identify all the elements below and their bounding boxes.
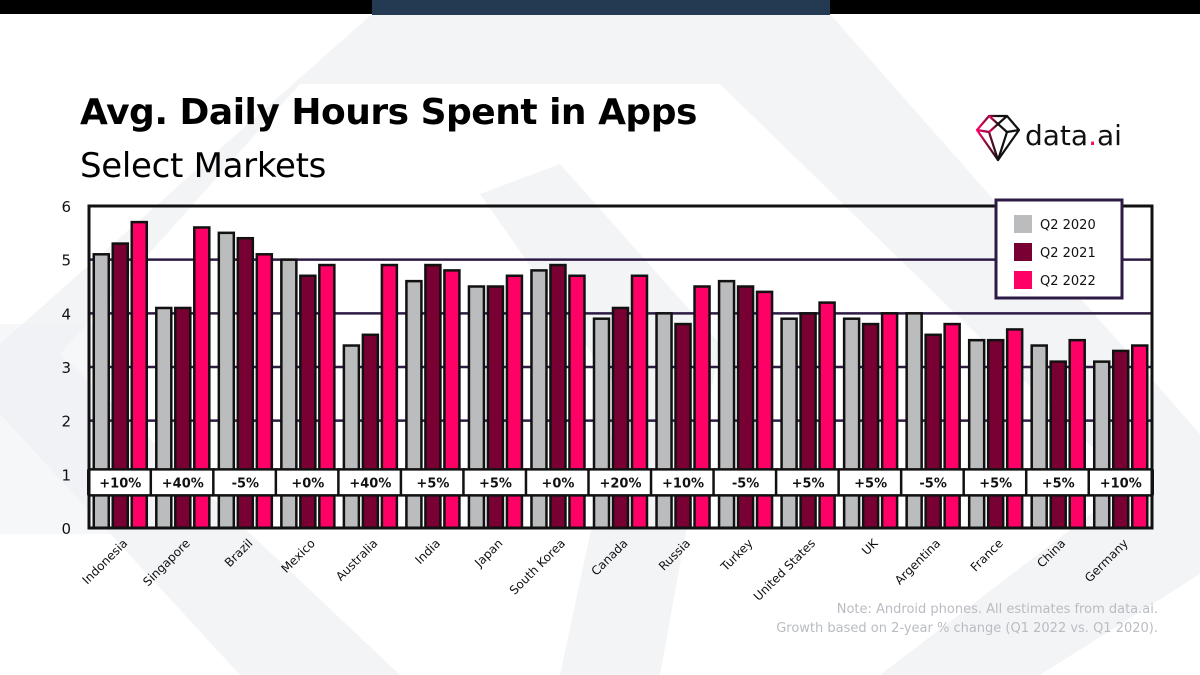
growth-label: +5% xyxy=(1042,476,1075,491)
bar-q2-2021 xyxy=(674,322,692,530)
plot-frame xyxy=(87,204,1154,530)
bar-q2-2020 xyxy=(1030,344,1048,530)
x-tick-label: Mexico xyxy=(278,536,318,576)
growth-label: +5% xyxy=(854,476,887,491)
growth-label: +0% xyxy=(291,476,324,491)
bar-q2-2020 xyxy=(967,338,986,530)
x-tick-label: Japan xyxy=(471,536,505,570)
diamond-icon xyxy=(975,114,1021,162)
x-tick-label: Germany xyxy=(1082,536,1131,585)
growth-label: +5% xyxy=(479,476,512,491)
y-tick-label: 3 xyxy=(61,359,71,377)
growth-label: +5% xyxy=(416,476,449,491)
bar-q2-2021 xyxy=(1049,360,1067,530)
bar-q2-2022 xyxy=(1130,344,1149,530)
bar-group: +5% xyxy=(837,312,904,530)
x-tick-label: Brazil xyxy=(222,536,256,570)
brand-logo: data.ai xyxy=(975,110,1155,170)
x-tick-label: UK xyxy=(859,535,881,557)
bar-q2-2021 xyxy=(861,322,880,530)
footnote: Note: Android phones. All estimates from… xyxy=(776,600,1158,638)
bar-q2-2020 xyxy=(1092,360,1111,530)
logo-text: data.ai xyxy=(1025,119,1122,152)
y-tick-label: 2 xyxy=(61,413,71,431)
bar-q2-2021 xyxy=(1111,349,1130,530)
growth-label: +10% xyxy=(99,476,141,491)
bar-group: -5% xyxy=(212,231,279,530)
bar-group: +0% xyxy=(524,263,592,530)
x-tick-label: China xyxy=(1034,536,1068,570)
legend: Q2 2020 Q2 2021 Q2 2022 xyxy=(994,198,1124,300)
x-tick-label: Australia xyxy=(333,536,380,583)
growth-label: +5% xyxy=(792,476,825,491)
logo-text-dot: . xyxy=(1088,119,1097,152)
y-tick-label: 4 xyxy=(61,305,71,323)
x-tick-label: Argentina xyxy=(892,536,943,587)
footnote-line-2: Growth based on 2-year % change (Q1 2022… xyxy=(776,621,1158,636)
x-tick-label: France xyxy=(968,536,1006,574)
bar-q2-2022 xyxy=(1068,338,1086,530)
legend-label: Q2 2021 xyxy=(1040,246,1096,261)
bar-q2-2020 xyxy=(342,344,361,530)
bar-group: +5% xyxy=(462,274,529,530)
x-tick-label: Turkey xyxy=(717,536,755,574)
y-tick-label: 6 xyxy=(61,198,71,216)
legend-label: Q2 2022 xyxy=(1040,274,1096,289)
bar-group: -5% xyxy=(899,312,967,530)
background-pattern xyxy=(0,14,1200,675)
legend-label: Q2 2020 xyxy=(1040,218,1096,233)
bar-q2-2021 xyxy=(361,333,380,530)
growth-label: +10% xyxy=(662,476,704,491)
bar-group: +0% xyxy=(274,258,342,530)
x-tick-label: Russia xyxy=(656,536,693,573)
legend-swatch xyxy=(1014,243,1032,261)
growth-label: -5% xyxy=(919,476,946,491)
growth-label: +40% xyxy=(349,476,391,491)
y-tick-label: 5 xyxy=(61,252,71,270)
growth-label: -5% xyxy=(232,476,259,491)
bar-group: +5% xyxy=(399,263,467,530)
footnote-line-1: Note: Android phones. All estimates from… xyxy=(836,602,1158,617)
bar-q2-2022 xyxy=(1005,328,1024,530)
chart-title: Avg. Daily Hours Spent in Apps xyxy=(80,92,697,133)
x-tick-label: United States xyxy=(751,536,818,603)
bar-group: +40% xyxy=(337,263,404,530)
growth-label: +40% xyxy=(162,476,204,491)
bar-q2-2021 xyxy=(924,333,942,530)
legend-swatch xyxy=(1014,215,1032,233)
growth-label: -5% xyxy=(732,476,759,491)
y-tick-label: 1 xyxy=(61,466,71,484)
bar-group: +10% xyxy=(1087,344,1154,530)
x-tick-label: India xyxy=(412,536,443,567)
growth-label: +5% xyxy=(979,476,1012,491)
bar-group: +5% xyxy=(962,328,1029,530)
logo-text-tail: ai xyxy=(1096,119,1122,152)
y-tick-label: 0 xyxy=(61,520,71,538)
bar-q2-2021 xyxy=(986,338,1005,530)
x-tick-label: Singapore xyxy=(140,536,193,589)
top-band xyxy=(372,0,830,15)
bar-q2-2022 xyxy=(943,322,961,530)
bar-group: +5% xyxy=(1024,338,1092,530)
growth-label: +10% xyxy=(1100,476,1142,491)
x-tick-label: South Korea xyxy=(507,536,568,597)
x-tick-label: Indonesia xyxy=(79,536,130,587)
bar-group: +5% xyxy=(774,301,842,530)
x-tick-label: Canada xyxy=(588,536,630,578)
chart-subtitle: Select Markets xyxy=(80,146,327,186)
growth-label: +0% xyxy=(541,476,574,491)
legend-swatch xyxy=(1014,271,1032,289)
bar-group: +10% xyxy=(87,220,154,530)
logo-text-main: data xyxy=(1025,119,1089,152)
growth-label: +20% xyxy=(599,476,641,491)
bar-group: -5% xyxy=(712,279,779,530)
